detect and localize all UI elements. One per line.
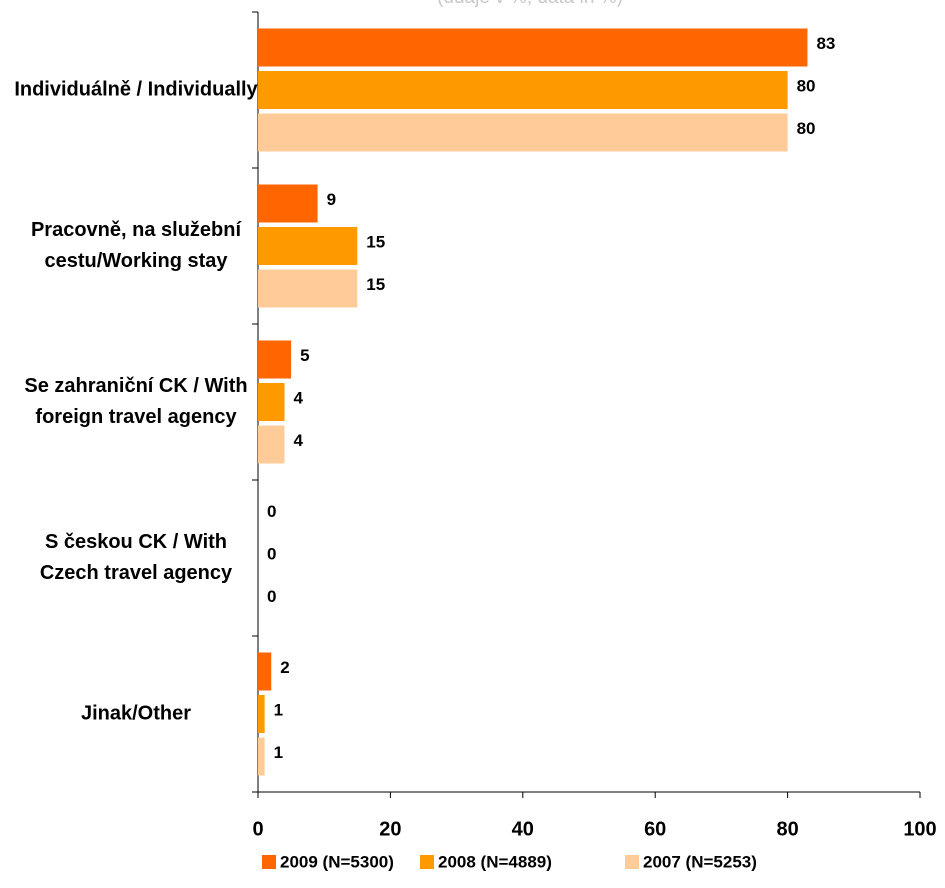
bar (258, 71, 788, 109)
bar (258, 340, 292, 379)
category-label: Individuálně / Individually (14, 78, 258, 101)
data-label: 83 (816, 34, 835, 53)
bar (258, 28, 808, 67)
data-label: 80 (797, 76, 816, 95)
data-label: 80 (797, 119, 816, 138)
legend-swatch (262, 855, 276, 869)
category-label: Jinak/Other (80, 702, 192, 725)
data-label: 9 (327, 190, 336, 209)
data-label: 0 (267, 544, 276, 563)
x-tick-label: 60 (644, 818, 666, 840)
category-label: Se zahraniční CK / With foreign travel a… (24, 375, 248, 428)
data-label: 0 (267, 502, 276, 521)
data-label: 0 (267, 587, 276, 606)
data-label: 1 (274, 743, 283, 762)
bar (258, 425, 285, 464)
legend-label: 2008 (N=4889) (438, 852, 552, 871)
legend-label: 2009 (N=5300) (280, 852, 394, 871)
data-label: 4 (293, 431, 303, 450)
category-label: Pracovně, na služební cestu/Working stay (30, 219, 242, 272)
data-label: 15 (366, 275, 385, 294)
legend-swatch (420, 855, 434, 869)
data-label: 5 (300, 346, 309, 365)
x-tick-label: 0 (252, 818, 263, 840)
bar (258, 113, 788, 152)
bar (258, 737, 265, 776)
bar (258, 652, 272, 691)
bar (258, 227, 358, 265)
x-tick-label: 100 (903, 818, 936, 840)
data-label: 2 (280, 658, 289, 677)
category-label: S českou CK / With Czech travel agency (39, 531, 233, 584)
legend-swatch (625, 855, 639, 869)
bar (258, 269, 358, 308)
x-tick-label: 20 (379, 818, 401, 840)
data-label: 1 (274, 700, 283, 719)
data-label: 15 (366, 232, 385, 251)
data-label: 4 (293, 388, 303, 407)
legend-label: 2007 (N=5253) (643, 852, 757, 871)
x-tick-label: 80 (776, 818, 798, 840)
bar (258, 695, 265, 733)
bar (258, 184, 318, 223)
bar (258, 383, 285, 421)
chart-subtitle: (údaje v %, data in %) (437, 0, 623, 8)
x-tick-label: 40 (512, 818, 534, 840)
